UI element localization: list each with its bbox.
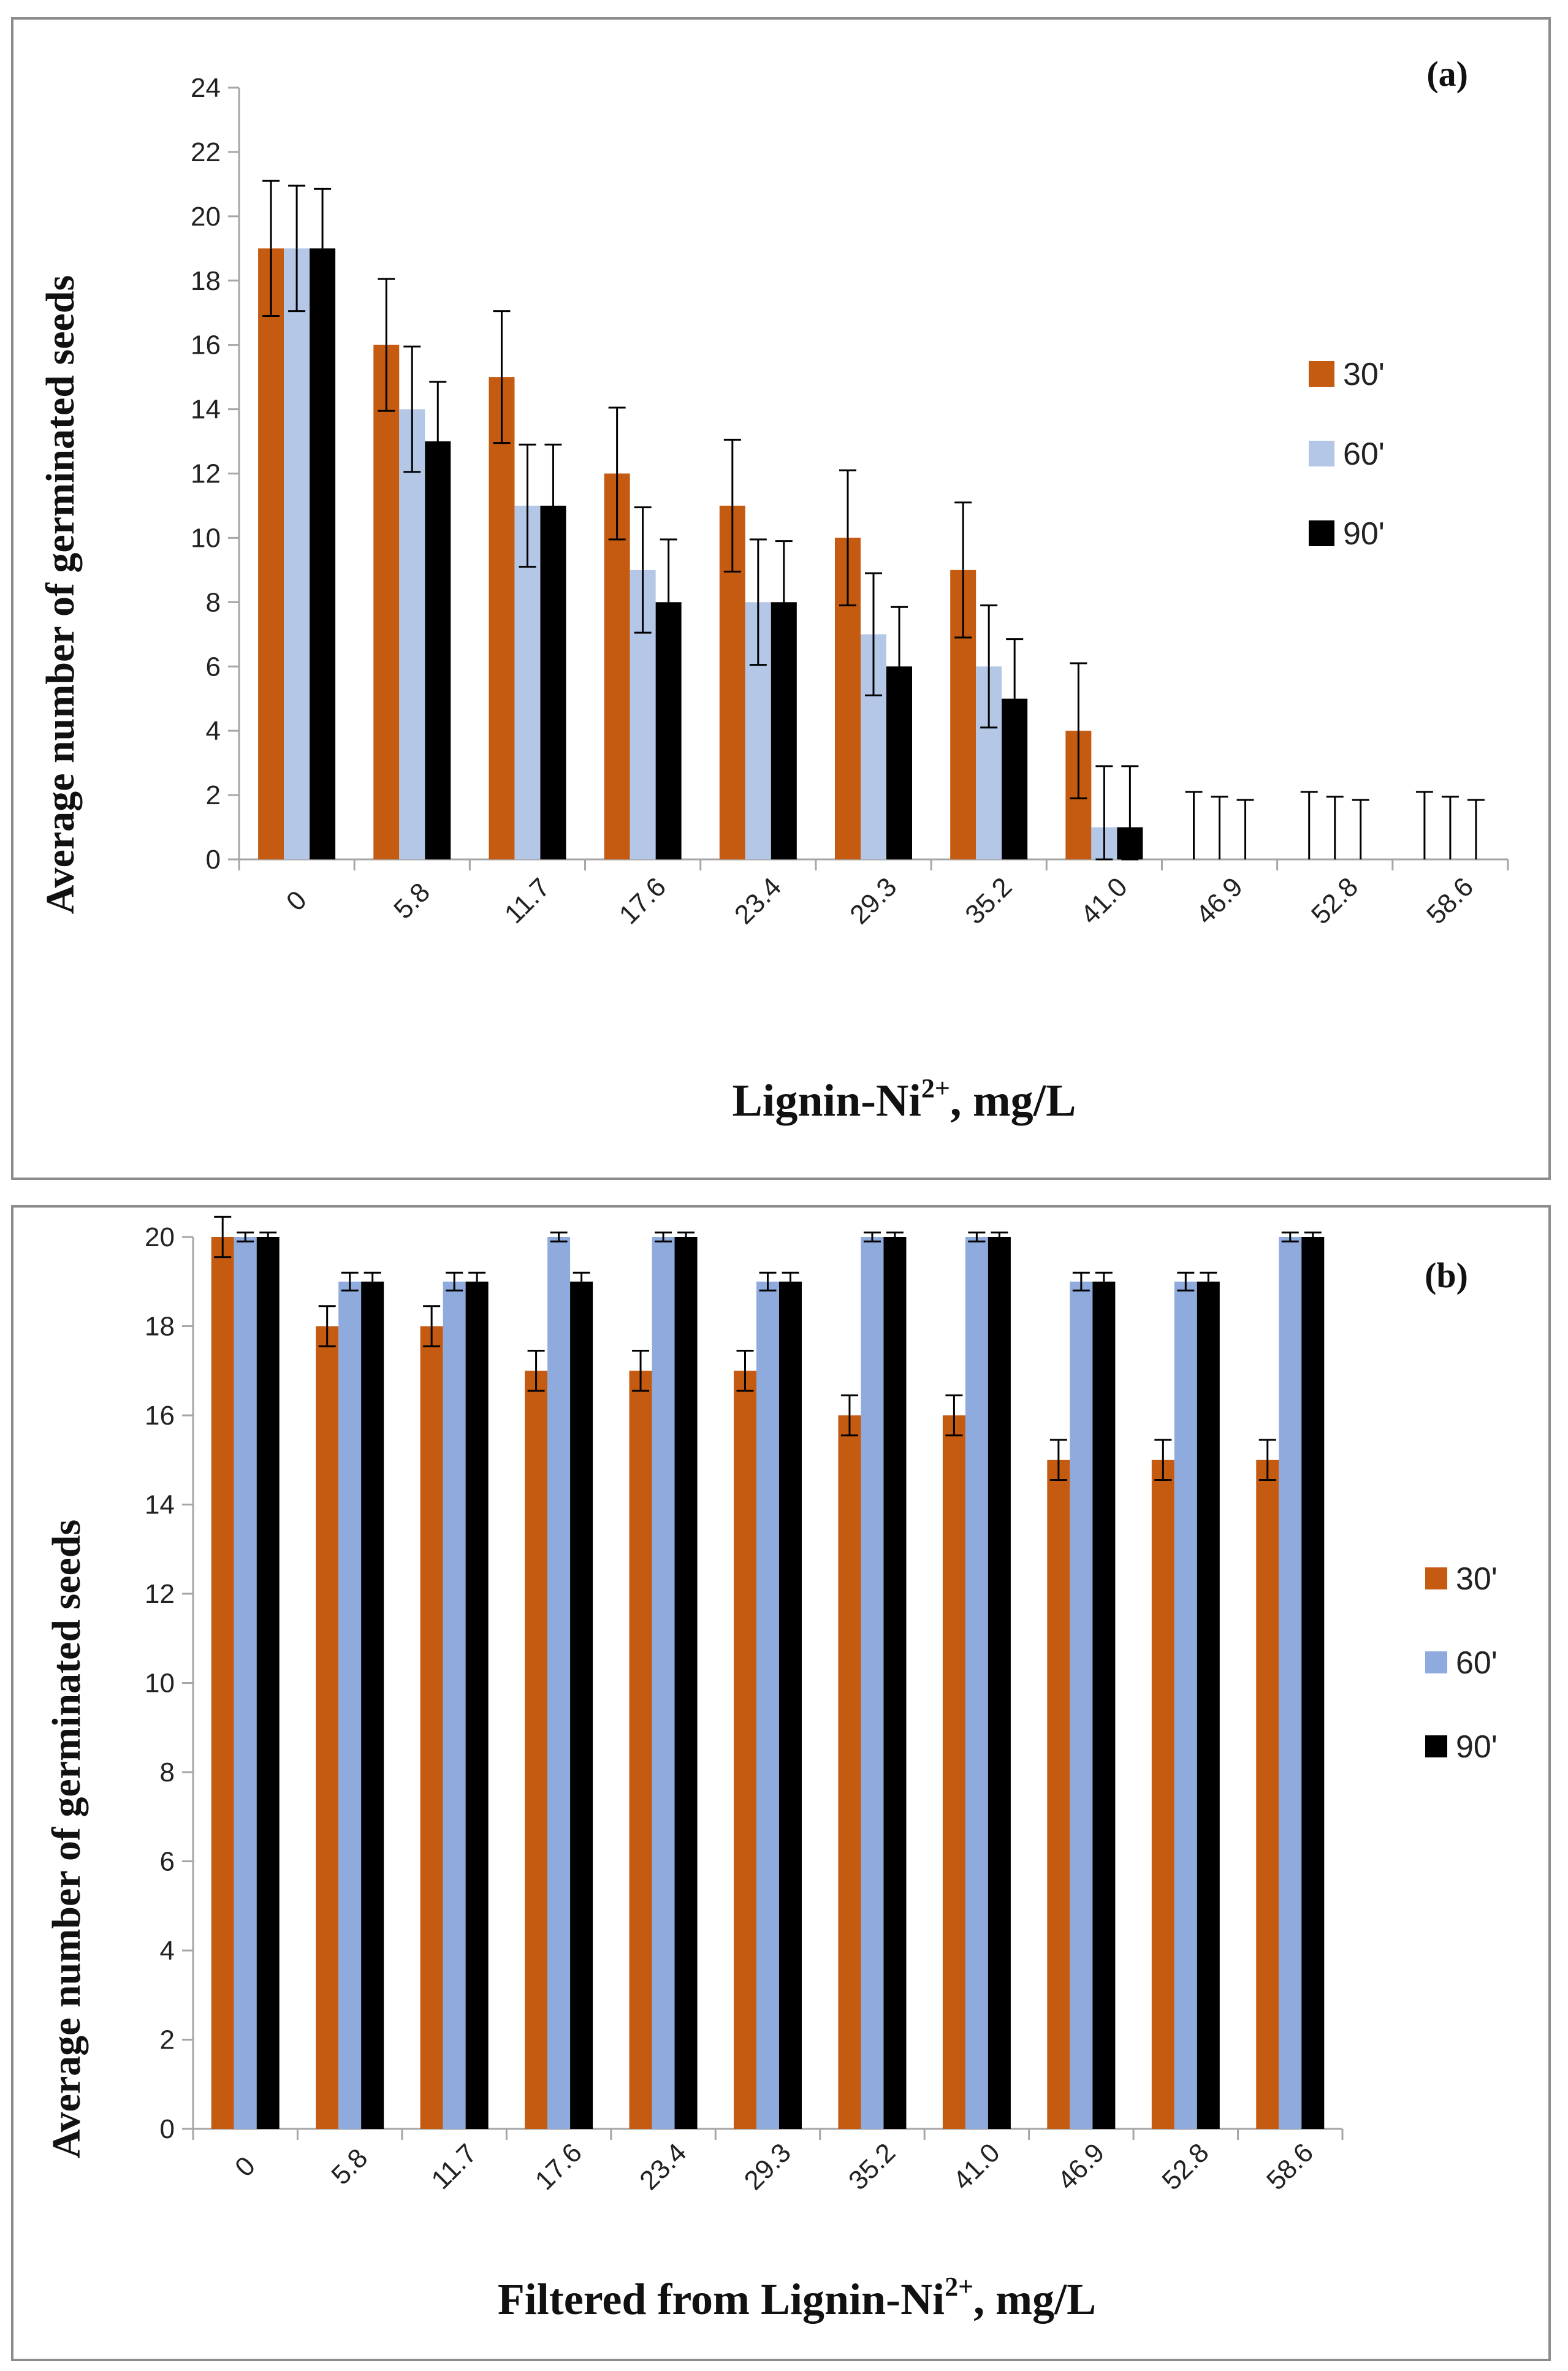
panel-b-bar bbox=[570, 1281, 593, 2129]
panel-b-bar bbox=[316, 1326, 339, 2129]
panel-a-legend-swatch bbox=[1309, 441, 1334, 466]
panel-b-y-tick-label: 10 bbox=[145, 1669, 175, 1699]
panel-b-x-axis-title: Filtered from Lignin-Ni2+, mg/L bbox=[498, 2272, 1096, 2324]
panel-a-x-axis-title: Lignin-Ni2+, mg/L bbox=[732, 1073, 1076, 1126]
panel-b-bar bbox=[420, 1326, 443, 2129]
panel-a-y-tick-label: 10 bbox=[191, 523, 221, 553]
panel-b-bar bbox=[234, 1237, 257, 2129]
panel-b-bar bbox=[965, 1237, 988, 2129]
panel-b-legend-label: 60' bbox=[1456, 1645, 1498, 1681]
panel-a-y-tick-label: 18 bbox=[191, 266, 221, 296]
panel-b-bar bbox=[465, 1281, 489, 2129]
panel-b-y-tick-label: 0 bbox=[160, 2114, 175, 2144]
panel-b-bar bbox=[525, 1371, 548, 2129]
panel-a-y-axis-title: Average number of germinated seeds bbox=[38, 275, 83, 914]
panel-a-y-tick-label: 14 bbox=[191, 395, 221, 425]
panel-b-legend-swatch bbox=[1425, 1567, 1447, 1589]
panel-a-y-tick-label: 12 bbox=[191, 459, 221, 489]
panel-a-bar bbox=[425, 441, 451, 859]
panel-b-bar bbox=[1301, 1237, 1325, 2129]
panel-b-y-axis-title: Average number of germinated seeds bbox=[44, 1520, 89, 2158]
panel-a-bar bbox=[399, 409, 425, 859]
panel-b-bar bbox=[1279, 1237, 1302, 2129]
panel-b-bar bbox=[443, 1281, 466, 2129]
panel-a-bar bbox=[489, 377, 515, 859]
panel-a-legend-label: 30' bbox=[1343, 357, 1385, 392]
panel-b-bar bbox=[988, 1237, 1011, 2129]
panel-a-x-axis-title-suffix: , mg/L bbox=[950, 1076, 1076, 1126]
panel-b-y-tick-label: 2 bbox=[160, 2025, 175, 2055]
panel-b-bar bbox=[338, 1281, 362, 2129]
panel-b-bar bbox=[838, 1415, 861, 2129]
panel-a-y-tick-label: 20 bbox=[191, 202, 221, 232]
panel-b-bar bbox=[942, 1415, 965, 2129]
panel-b-y-tick-label: 12 bbox=[145, 1579, 175, 1609]
panel-a-y-tick-label: 16 bbox=[191, 330, 221, 360]
panel-a-legend: 30' 60' 90' bbox=[1309, 357, 1385, 552]
panel-b-y-tick-label: 14 bbox=[145, 1490, 175, 1520]
panel-a-legend-swatch bbox=[1309, 361, 1334, 387]
panel-b-y-tick-label: 6 bbox=[160, 1847, 175, 1877]
panel-b-bar bbox=[1197, 1281, 1220, 2129]
panel-a-bar bbox=[258, 248, 284, 860]
panel-a-x-axis-title-main: Lignin-Ni bbox=[732, 1076, 921, 1126]
panel-b-legend-swatch bbox=[1425, 1651, 1447, 1673]
panel-a-y-tick-label: 0 bbox=[206, 845, 221, 875]
panel-b-bar bbox=[629, 1371, 652, 2129]
panel-b-legend-swatch bbox=[1425, 1735, 1447, 1757]
panel-b-bar bbox=[1151, 1460, 1174, 2129]
panel-b-bar bbox=[256, 1237, 280, 2129]
panel-b-legend-label: 90' bbox=[1456, 1729, 1498, 1765]
panel-a-y-tick-label: 2 bbox=[206, 780, 221, 810]
panel-a-legend-label: 90' bbox=[1343, 516, 1385, 552]
panel-a-bar bbox=[310, 248, 336, 860]
panel-b-bar bbox=[652, 1237, 675, 2129]
panel-a-y-tick-label: 24 bbox=[191, 73, 221, 103]
panel-b-label: (b) bbox=[1425, 1255, 1468, 1295]
panel-b-bar bbox=[734, 1371, 756, 2129]
panel-a-bar bbox=[373, 344, 400, 859]
panel-a-y-tick-label: 4 bbox=[206, 716, 221, 746]
panel-b-bar bbox=[756, 1281, 779, 2129]
panel-a-y-tick-label: 6 bbox=[206, 652, 221, 682]
panel-b-legend: 30' 60' 90' bbox=[1425, 1561, 1498, 1765]
panel-b-x-axis-title-suffix: , mg/L bbox=[973, 2275, 1096, 2324]
panel-b-bar bbox=[861, 1237, 884, 2129]
panel-b-bar bbox=[1047, 1460, 1070, 2129]
panel-a-y-tick-label: 22 bbox=[191, 137, 221, 167]
panel-b-y-tick-label: 18 bbox=[145, 1312, 175, 1342]
panel-b-bar bbox=[779, 1281, 802, 2129]
panel-a-y-tick-label: 8 bbox=[206, 587, 221, 617]
panel-b-bar bbox=[1256, 1460, 1279, 2129]
panel-a-label: (a) bbox=[1426, 54, 1468, 94]
panel-b-y-tick-label: 16 bbox=[145, 1401, 175, 1431]
panel-a-bar bbox=[284, 248, 310, 860]
panel-b-y-tick-label: 8 bbox=[160, 1757, 175, 1787]
panel-b-bar bbox=[674, 1237, 698, 2129]
panel-b-x-axis-title-main: Filtered from Lignin-Ni bbox=[498, 2275, 945, 2324]
panel-b-bar bbox=[1174, 1281, 1197, 2129]
panel-b-bar bbox=[547, 1237, 571, 2129]
panel-a-legend-swatch bbox=[1309, 520, 1334, 546]
panel-b-bar bbox=[883, 1237, 907, 2129]
panel-b-bar bbox=[361, 1281, 384, 2129]
panel-a-legend-label: 60' bbox=[1343, 436, 1385, 472]
panel-b-bar bbox=[1070, 1281, 1093, 2129]
panel-a-frame bbox=[11, 17, 1551, 1180]
panel-b-y-tick-label: 4 bbox=[160, 1936, 175, 1966]
panel-b-x-axis-title-sup: 2+ bbox=[945, 2272, 973, 2302]
panel-b-legend-label: 30' bbox=[1456, 1561, 1498, 1597]
panel-b-bar bbox=[211, 1237, 234, 2129]
panel-b-bar bbox=[1092, 1281, 1116, 2129]
panel-b-y-tick-label: 20 bbox=[145, 1222, 175, 1252]
panel-a-x-axis-title-sup: 2+ bbox=[921, 1073, 950, 1103]
